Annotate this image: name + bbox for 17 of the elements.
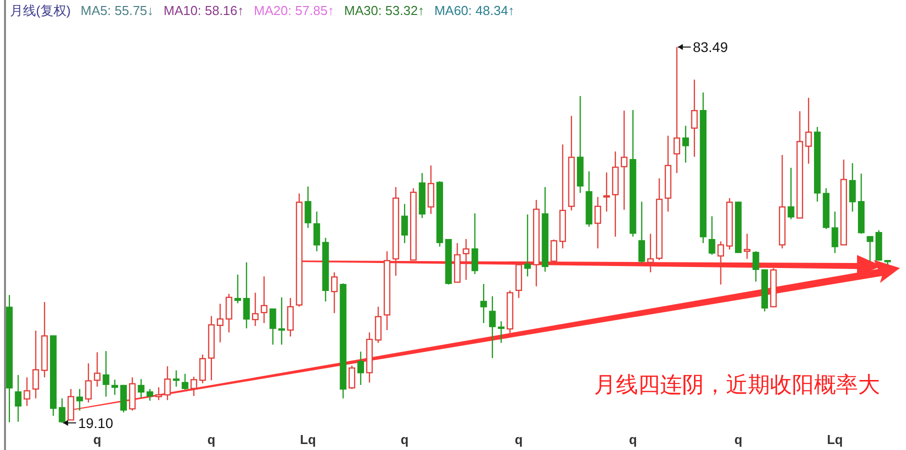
x-tick-label: q xyxy=(400,432,409,447)
x-tick-label: q xyxy=(514,432,523,447)
x-tick-label: q xyxy=(207,432,216,447)
x-tick-label: Lq xyxy=(300,432,316,447)
x-tick-label: Lq xyxy=(826,432,843,447)
annotation: 19.10 xyxy=(78,414,114,431)
text: MA60: 48.34↑ xyxy=(434,3,515,18)
x-tick-label: q xyxy=(734,432,742,447)
text: MA20: 57.85↑ xyxy=(254,3,334,18)
text: MA30: 53.32↑ xyxy=(344,3,424,18)
annotation: 月线四连阴，近期收阳概率大 xyxy=(594,372,880,397)
text: MA5: 55.75↓ xyxy=(80,3,154,18)
text: MA10: 58.16↑ xyxy=(164,3,244,18)
x-tick-label: q xyxy=(93,432,102,447)
annotation: 83.49 xyxy=(692,39,728,56)
x-tick-label: q xyxy=(628,432,637,447)
text: 月线(复权) xyxy=(10,3,71,18)
